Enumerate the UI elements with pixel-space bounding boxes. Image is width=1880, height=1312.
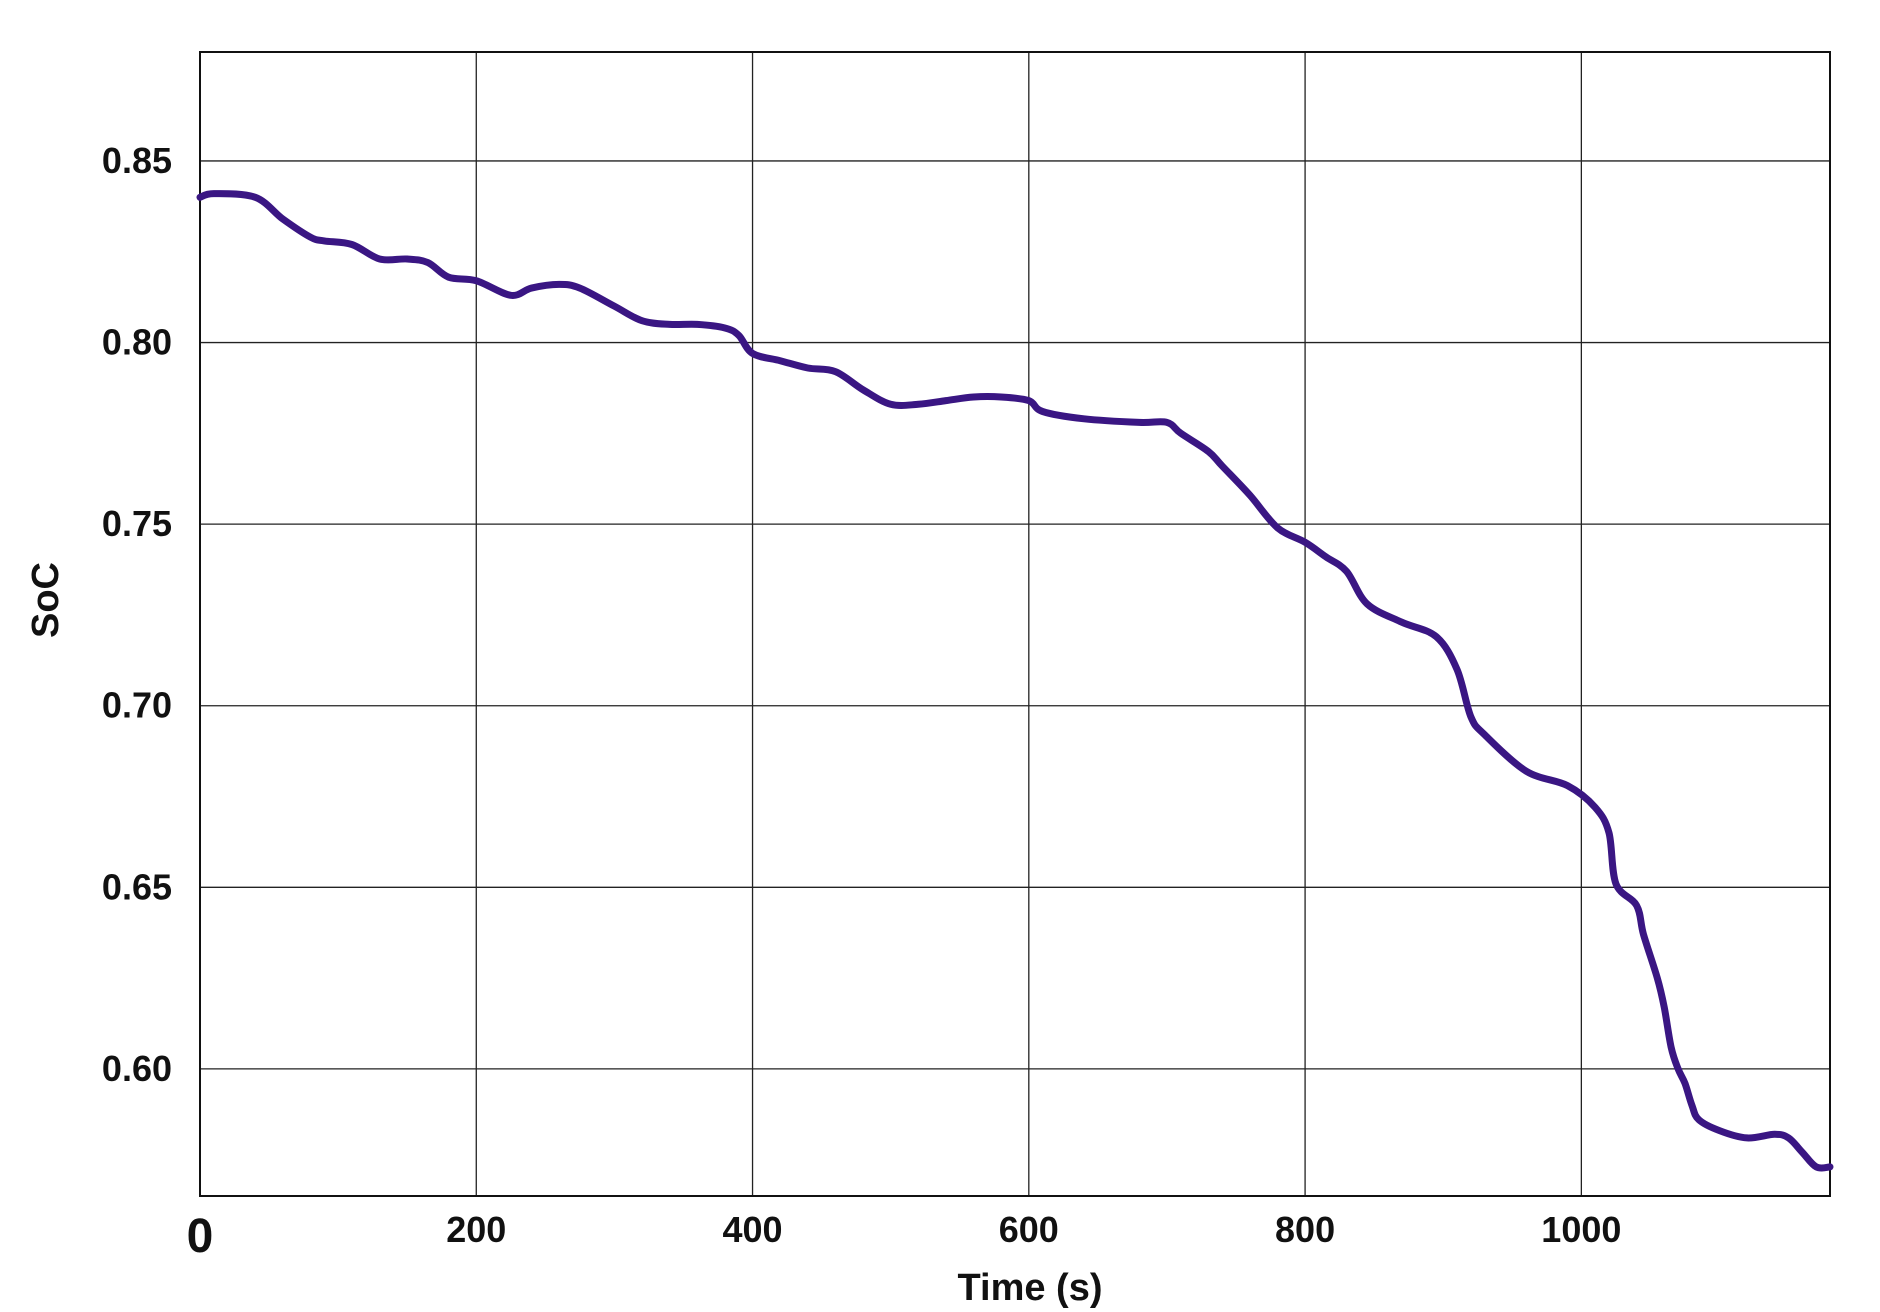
y-axis-label: SoC (25, 562, 67, 638)
series-line-soc (196, 190, 1834, 1172)
x-tick-label-800: 800 (1275, 1209, 1335, 1250)
y-tick-label-0.85: 0.85 (102, 140, 172, 181)
y-tick-labels: 0.60 0.65 0.70 0.75 0.80 0.85 (102, 140, 172, 1089)
plot-frame (199, 51, 1831, 1197)
x-tick-label-400: 400 (723, 1209, 783, 1250)
x-tick-labels: 0 200 400 600 800 1000 (187, 1209, 1622, 1263)
grid-lines (200, 52, 1830, 1196)
x-tick-label-0: 0 (187, 1210, 214, 1263)
x-tick-label-600: 600 (999, 1209, 1059, 1250)
y-tick-label-0.75: 0.75 (102, 503, 172, 544)
y-tick-label-0.70: 0.70 (102, 685, 172, 726)
x-tick-label-1000: 1000 (1541, 1209, 1621, 1250)
x-tick-label-200: 200 (446, 1209, 506, 1250)
y-tick-label-0.65: 0.65 (102, 866, 172, 907)
y-tick-label-0.80: 0.80 (102, 322, 172, 363)
x-axis-label: Time (s) (957, 1267, 1102, 1309)
y-tick-label-0.60: 0.60 (102, 1048, 172, 1089)
